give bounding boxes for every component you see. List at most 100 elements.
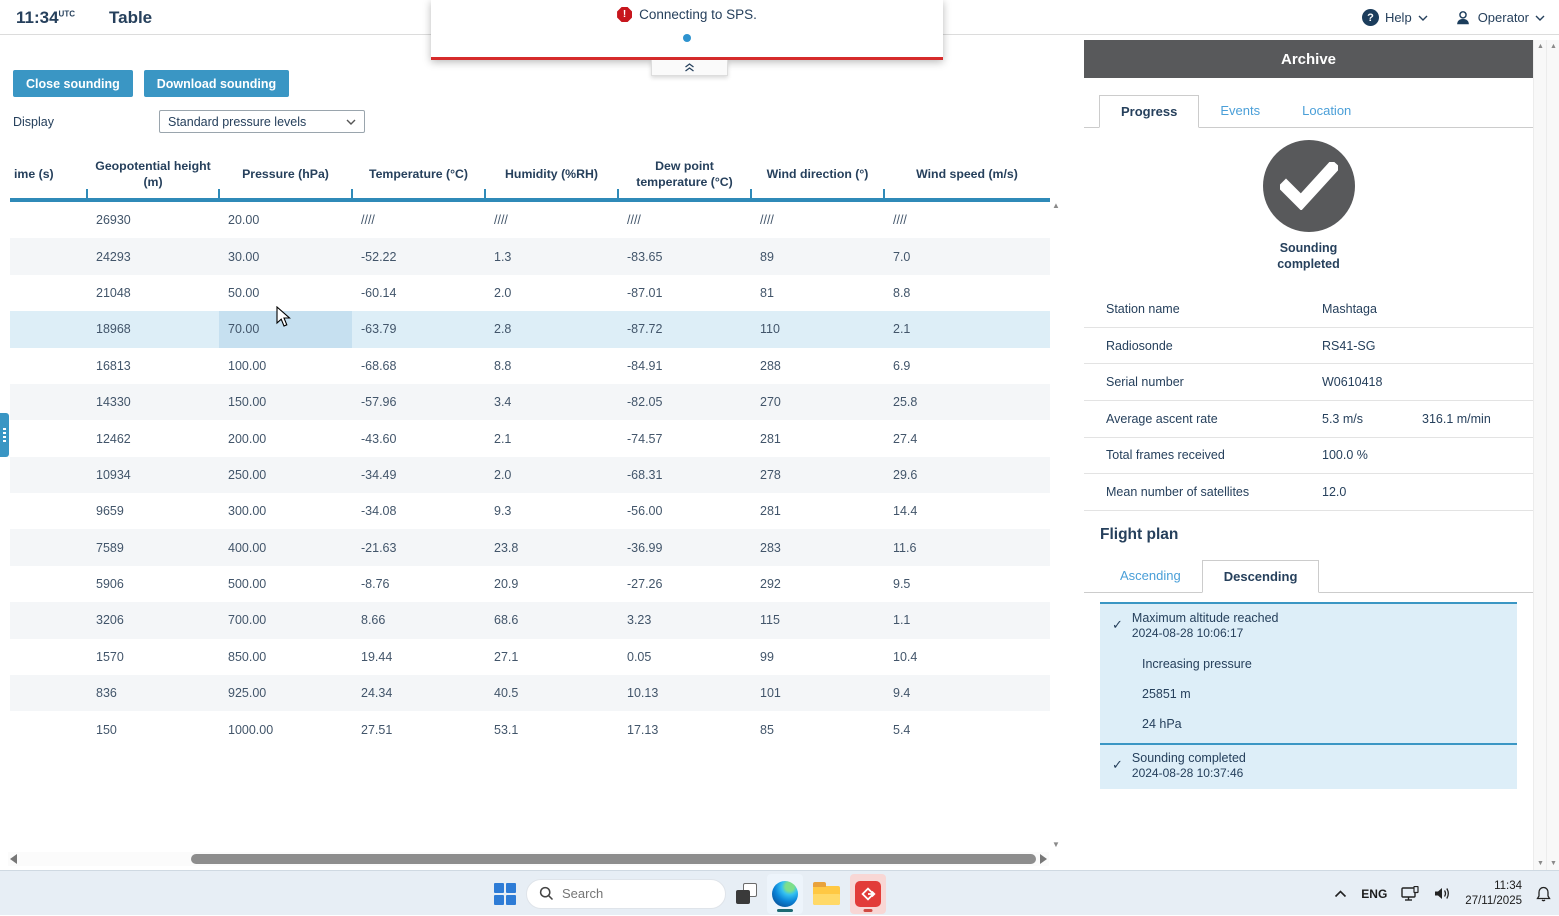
table-cell[interactable]: 7.0 [893,249,911,264]
table-cell[interactable]: 288 [760,358,781,373]
table-cell[interactable]: 292 [760,577,781,592]
file-explorer-button[interactable] [813,881,840,905]
table-cell[interactable]: 150 [96,722,117,737]
table-cell[interactable] [10,384,87,420]
table-cell[interactable]: 19.44 [361,649,393,664]
scroll-up-arrow[interactable]: ▲ [1550,43,1557,50]
table-cell[interactable]: 300.00 [228,504,267,519]
table-cell[interactable]: 9.4 [893,686,911,701]
table-cell[interactable]: 23.8 [494,540,519,555]
table-cell[interactable]: 24.34 [361,686,393,701]
taskbar-search[interactable] [526,878,726,909]
task-view-button[interactable] [736,883,757,904]
table-cell[interactable]: 99 [760,649,774,664]
edge-browser-button[interactable] [767,873,803,914]
table-cell[interactable]: 27.1 [494,649,519,664]
table-cell[interactable]: 8.8 [893,285,911,300]
taskbar-clock[interactable]: 11:34 27/11/2025 [1465,879,1522,908]
table-cell[interactable] [10,238,87,274]
table-cell[interactable]: 20.9 [494,577,519,592]
tab-ascending[interactable]: Ascending [1120,567,1181,583]
table-row[interactable]: 150 1000.00 27.51 53.1 17.13 85 5.4 [10,711,1050,747]
table-row[interactable]: 26930 20.00 //// //// //// //// //// [10,202,1050,238]
side-panel-handle[interactable] [0,413,9,457]
table-cell[interactable]: 7589 [96,540,124,555]
table-cell[interactable]: 8.8 [494,358,512,373]
table-cell[interactable]: -74.57 [627,431,663,446]
table-cell[interactable]: 0.05 [627,649,652,664]
table-cell[interactable]: 1.3 [494,249,512,264]
scroll-right-arrow[interactable] [1040,854,1047,864]
table-cell[interactable]: -34.08 [361,504,397,519]
table-cell[interactable]: -8.76 [361,577,390,592]
table-cell[interactable] [10,348,87,384]
table-cell[interactable] [10,566,87,602]
table-cell[interactable]: 3.23 [627,613,652,628]
table-cell[interactable]: //// [760,213,774,228]
table-cell[interactable]: 11.6 [893,540,917,555]
table-row[interactable]: 7589 400.00 -21.63 23.8 -36.99 283 11.6 [10,529,1050,566]
volume-icon[interactable] [1434,886,1451,901]
table-cell[interactable]: 5.4 [893,722,911,737]
table-cell[interactable]: -43.60 [361,431,397,446]
table-cell[interactable]: -63.79 [361,322,397,337]
table-cell[interactable]: 1570 [96,649,124,664]
table-cell[interactable]: -87.01 [627,285,663,300]
tab-descending[interactable]: Descending [1201,559,1320,593]
table-cell[interactable]: -34.49 [361,467,397,482]
table-cell[interactable]: 85 [760,722,774,737]
table-cell[interactable]: 14330 [96,395,131,410]
table-cell[interactable]: 281 [760,431,781,446]
start-button[interactable] [494,882,516,905]
table-cell[interactable]: 100.00 [228,358,267,373]
table-cell[interactable]: 200.00 [228,431,267,446]
table-cell[interactable]: 89 [760,249,774,264]
table-cell[interactable]: -57.96 [361,395,397,410]
table-cell[interactable]: 26930 [96,213,131,228]
table-cell[interactable]: 81 [760,285,774,300]
table-cell[interactable]: 40.5 [494,686,519,701]
table-row[interactable]: 14330 150.00 -57.96 3.4 -82.05 270 25.8 [10,383,1050,421]
table-cell[interactable]: 850.00 [228,649,267,664]
scroll-down-arrow[interactable]: ▼ [1537,860,1544,867]
horizontal-scroll-thumb[interactable] [191,854,1036,864]
table-cell[interactable] [10,202,87,238]
table-cell[interactable]: 278 [760,467,781,482]
table-cell[interactable]: -56.00 [627,504,663,519]
close-sounding-button[interactable]: Close sounding [13,70,133,97]
table-cell[interactable]: //// [893,213,907,228]
scroll-up-arrow[interactable]: ▲ [1537,43,1544,50]
notification-collapse-button[interactable] [651,60,728,76]
table-row[interactable]: 10934 250.00 -34.49 2.0 -68.31 278 29.6 [10,456,1050,494]
table-cell[interactable]: 9659 [96,504,124,519]
table-cell[interactable]: 925.00 [228,686,267,701]
table-row[interactable]: 9659 300.00 -34.08 9.3 -56.00 281 14.4 [10,493,1050,529]
scroll-up-arrow[interactable]: ▲ [1052,201,1060,210]
table-cell[interactable]: 27.51 [361,722,393,737]
table-cell[interactable]: -87.72 [627,322,663,337]
table-cell[interactable]: //// [627,213,641,228]
scroll-down-arrow[interactable]: ▼ [1052,840,1060,849]
table-cell[interactable]: 101 [760,686,781,701]
network-icon[interactable] [1401,885,1420,902]
table-row[interactable]: 836 925.00 24.34 40.5 10.13 101 9.4 [10,675,1050,712]
table-cell[interactable] [10,639,87,675]
table-cell[interactable]: 9.5 [893,577,911,592]
table-cell[interactable]: 2.1 [494,431,512,446]
table-vertical-scrollbar[interactable]: ▲ ▼ [1049,199,1063,851]
table-cell[interactable]: //// [494,213,508,228]
table-cell[interactable]: 16813 [96,358,131,373]
table-cell[interactable]: 250.00 [228,467,267,482]
help-menu[interactable]: ? Help [1361,9,1428,26]
table-cell[interactable]: 110 [760,322,780,337]
table-cell[interactable] [10,420,87,456]
table-cell[interactable]: 27.4 [893,431,918,446]
table-row[interactable]: 5906 500.00 -8.76 20.9 -27.26 292 9.5 [10,566,1050,602]
table-cell[interactable]: 3.4 [494,395,512,410]
table-horizontal-scrollbar[interactable] [8,852,1049,866]
table-cell[interactable]: 50.00 [228,285,260,300]
table-cell[interactable]: 17.13 [627,722,659,737]
table-cell[interactable]: 53.1 [494,722,519,737]
table-row[interactable]: 21048 50.00 -60.14 2.0 -87.01 81 8.8 [10,275,1050,311]
table-cell[interactable]: 270 [760,395,781,410]
